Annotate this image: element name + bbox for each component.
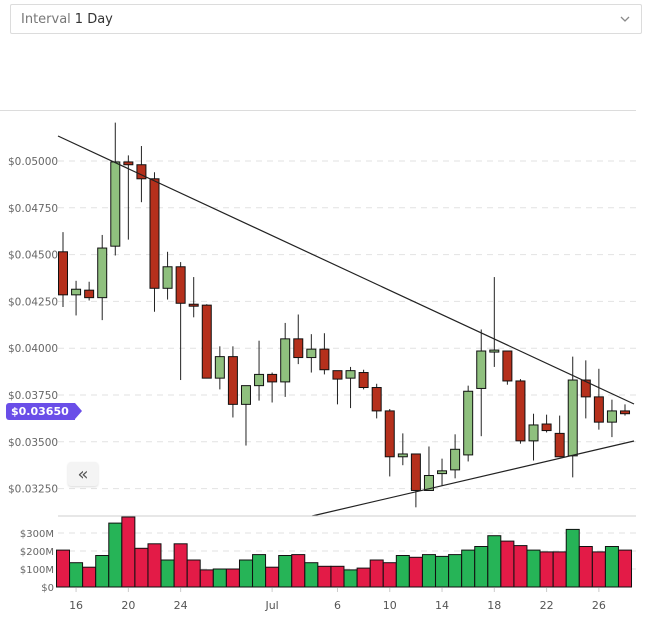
svg-text:$200M: $200M bbox=[20, 547, 54, 558]
svg-text:26: 26 bbox=[592, 599, 606, 612]
chart-top-border bbox=[0, 110, 636, 111]
volume-y-axis: $300M $200M $100M $0 bbox=[20, 529, 54, 594]
double-chevron-left-icon: « bbox=[77, 463, 89, 485]
svg-text:20: 20 bbox=[121, 599, 135, 612]
svg-text:18: 18 bbox=[487, 599, 501, 612]
svg-text:$0: $0 bbox=[41, 583, 54, 594]
price-grid bbox=[58, 160, 636, 490]
interval-value: 1 Day bbox=[74, 11, 113, 27]
svg-text:$300M: $300M bbox=[20, 529, 54, 540]
svg-text:22: 22 bbox=[540, 599, 554, 612]
svg-text:$100M: $100M bbox=[20, 565, 54, 576]
volume-bars bbox=[56, 516, 633, 588]
svg-text:$0.04500: $0.04500 bbox=[8, 250, 58, 262]
candlesticks bbox=[58, 122, 631, 508]
current-price-badge: $0.03650 bbox=[6, 403, 82, 420]
svg-text:Jul: Jul bbox=[264, 599, 278, 612]
volume-grid bbox=[58, 532, 636, 570]
svg-text:6: 6 bbox=[334, 599, 341, 612]
interval-select[interactable]: Interval 1 Day bbox=[10, 4, 642, 34]
svg-text:$0.04750: $0.04750 bbox=[8, 203, 58, 215]
svg-text:$0.03500: $0.03500 bbox=[8, 437, 58, 449]
svg-text:$0.05000: $0.05000 bbox=[8, 156, 58, 168]
svg-text:$0.03750: $0.03750 bbox=[8, 390, 58, 402]
chevron-down-icon bbox=[620, 16, 630, 22]
svg-text:10: 10 bbox=[383, 599, 397, 612]
scroll-left-button[interactable]: « bbox=[68, 462, 98, 486]
svg-text:$0.03250: $0.03250 bbox=[8, 484, 58, 496]
x-axis: 16 20 24 Jul 6 10 14 18 22 26 bbox=[69, 588, 606, 612]
trendlines bbox=[57, 135, 635, 517]
price-y-axis: $0.05000 $0.04750 $0.04500 $0.04250 $0.04000… bbox=[8, 156, 58, 496]
svg-text:16: 16 bbox=[69, 599, 83, 612]
svg-text:$0.04000: $0.04000 bbox=[8, 343, 58, 355]
svg-text:$0.04250: $0.04250 bbox=[8, 296, 58, 308]
interval-label: Interval bbox=[21, 11, 71, 27]
svg-text:24: 24 bbox=[174, 599, 188, 612]
svg-text:14: 14 bbox=[435, 599, 449, 612]
